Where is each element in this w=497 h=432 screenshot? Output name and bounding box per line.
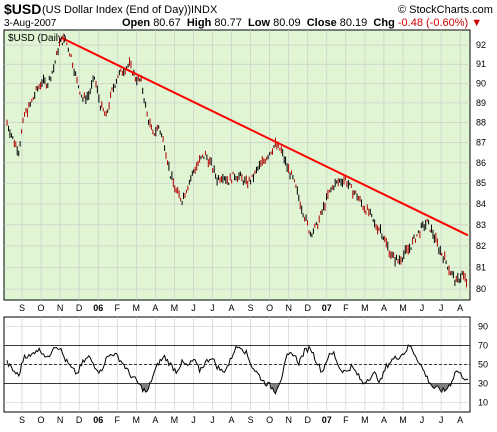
price-y-tick-label: 84 <box>476 199 486 209</box>
price-x-tick-label: J <box>439 303 444 313</box>
price-y-tick-label: 85 <box>476 178 486 188</box>
price-x-tick-label: O <box>38 303 45 313</box>
price-y-tick-label: 91 <box>476 59 486 69</box>
price-x-tick-label: S <box>19 303 25 313</box>
close-value: 80.19 <box>339 17 368 29</box>
rsi-x-tick-label: A <box>457 415 463 425</box>
rsi-x-tick-label: A <box>152 415 158 425</box>
price-bars <box>6 34 467 288</box>
rsi-x-tick-label: M <box>399 415 407 425</box>
price-x-tick-label: F <box>343 303 349 313</box>
price-x-tick-label: J <box>191 303 196 313</box>
price-x-tick-label: J <box>420 303 425 313</box>
price-panel-label: $USD (Daily) <box>8 33 66 44</box>
rsi-x-tick-label: M <box>361 415 369 425</box>
quote-line: Open 80.67 High 80.77 Low 80.09 Close 80… <box>122 17 482 29</box>
price-x-tick-label: J <box>210 303 215 313</box>
price-x-tick-label: D <box>305 303 312 313</box>
price-y-tick-label: 88 <box>476 118 486 128</box>
price-x-tick-label: 07 <box>322 303 332 313</box>
rsi-x-tick-label: S <box>248 415 254 425</box>
price-x-tick-label: M <box>171 303 179 313</box>
rsi-y-tick-label: 30 <box>478 379 488 389</box>
price-y-tick-label: 83 <box>476 220 486 230</box>
rsi-x-tick-label: O <box>38 415 45 425</box>
price-x-tick-label: S <box>248 303 254 313</box>
low-label: Low <box>248 17 271 29</box>
price-y-tick-label: 81 <box>476 262 486 272</box>
rsi-y-tick-label: 90 <box>478 322 488 332</box>
low-value: 80.09 <box>273 17 301 29</box>
close-label: Close <box>306 17 337 29</box>
price-y-axis: 80 81 82 83 84 85 86 87 88 89 90 91 92 <box>476 40 486 294</box>
chg-down-arrow-icon: ▼ <box>471 17 483 29</box>
price-y-tick-label: 86 <box>476 158 486 168</box>
price-x-tick-label: M <box>133 303 141 313</box>
price-x-tick-label: 06 <box>93 303 103 313</box>
rsi-x-tick-label: F <box>343 415 349 425</box>
symbol-label: $USD <box>4 1 42 17</box>
rsi-x-tick-label: N <box>57 415 64 425</box>
rsi-x-tick-label: D <box>76 415 83 425</box>
exchange-label: INDX <box>191 4 218 16</box>
open-label: Open <box>122 17 151 29</box>
rsi-x-tick-label: 06 <box>93 415 103 425</box>
price-x-tick-label: A <box>457 303 463 313</box>
date-label: 3-Aug-2007 <box>4 18 57 29</box>
high-value: 80.77 <box>214 17 242 29</box>
price-x-tick-label: D <box>76 303 83 313</box>
rsi-x-tick-label: F <box>115 415 121 425</box>
rsi-x-tick-label: O <box>266 415 273 425</box>
price-y-tick-label: 82 <box>476 241 486 251</box>
instrument-name: (US Dollar Index (End of Day)) <box>42 4 192 16</box>
price-y-tick-label: 90 <box>476 78 486 88</box>
rsi-x-tick-label: A <box>381 415 387 425</box>
rsi-x-tick-label: J <box>210 415 215 425</box>
rsi-x-tick-label: M <box>171 415 179 425</box>
rsi-line <box>6 344 469 395</box>
rsi-x-tick-label: D <box>305 415 312 425</box>
open-value: 80.67 <box>153 17 181 29</box>
price-y-tick-label: 87 <box>476 138 486 148</box>
price-y-tick-label: 80 <box>476 284 486 294</box>
rsi-y-tick-label: 10 <box>478 398 488 408</box>
price-x-tick-label: N <box>285 303 292 313</box>
rsi-x-tick-label: J <box>191 415 196 425</box>
rsi-x-tick-label: J <box>439 415 444 425</box>
rsi-y-axis: 10 30 50 70 90 <box>478 322 488 408</box>
rsi-x-axis: S O N D 06 F M A M J J A S O N D 07 F M A M J J A <box>19 415 463 425</box>
price-x-axis: S O N D 06 F M A M J J A S O N D 07 F M A M J J A <box>19 303 463 313</box>
rsi-x-tick-label: N <box>285 415 292 425</box>
rsi-x-tick-label: J <box>420 415 425 425</box>
rsi-oversold-area <box>271 383 279 394</box>
rsi-oversold-area <box>138 383 149 393</box>
price-grid <box>4 30 470 300</box>
rsi-x-tick-label: M <box>133 415 141 425</box>
price-x-tick-label: N <box>57 303 64 313</box>
price-x-tick-label: A <box>381 303 387 313</box>
rsi-x-tick-label: S <box>19 415 25 425</box>
chg-label: Chg <box>373 17 395 29</box>
price-y-tick-label: 89 <box>476 98 486 108</box>
rsi-x-tick-label: 07 <box>322 415 332 425</box>
price-x-tick-label: O <box>266 303 273 313</box>
price-x-tick-label: F <box>115 303 121 313</box>
high-label: High <box>186 17 212 29</box>
rsi-y-tick-label: 70 <box>478 341 488 351</box>
chg-value: -0.48 (-0.60%) <box>397 17 469 29</box>
price-x-tick-label: M <box>399 303 407 313</box>
rsi-y-tick-label: 50 <box>478 360 488 370</box>
price-y-tick-label: 92 <box>476 40 486 50</box>
stockcharts-credit: © StockCharts.com <box>398 4 493 16</box>
price-x-tick-label: A <box>229 303 235 313</box>
rsi-x-tick-label: A <box>229 415 235 425</box>
price-x-tick-label: M <box>361 303 369 313</box>
price-x-tick-label: A <box>152 303 158 313</box>
trendline <box>60 36 469 237</box>
